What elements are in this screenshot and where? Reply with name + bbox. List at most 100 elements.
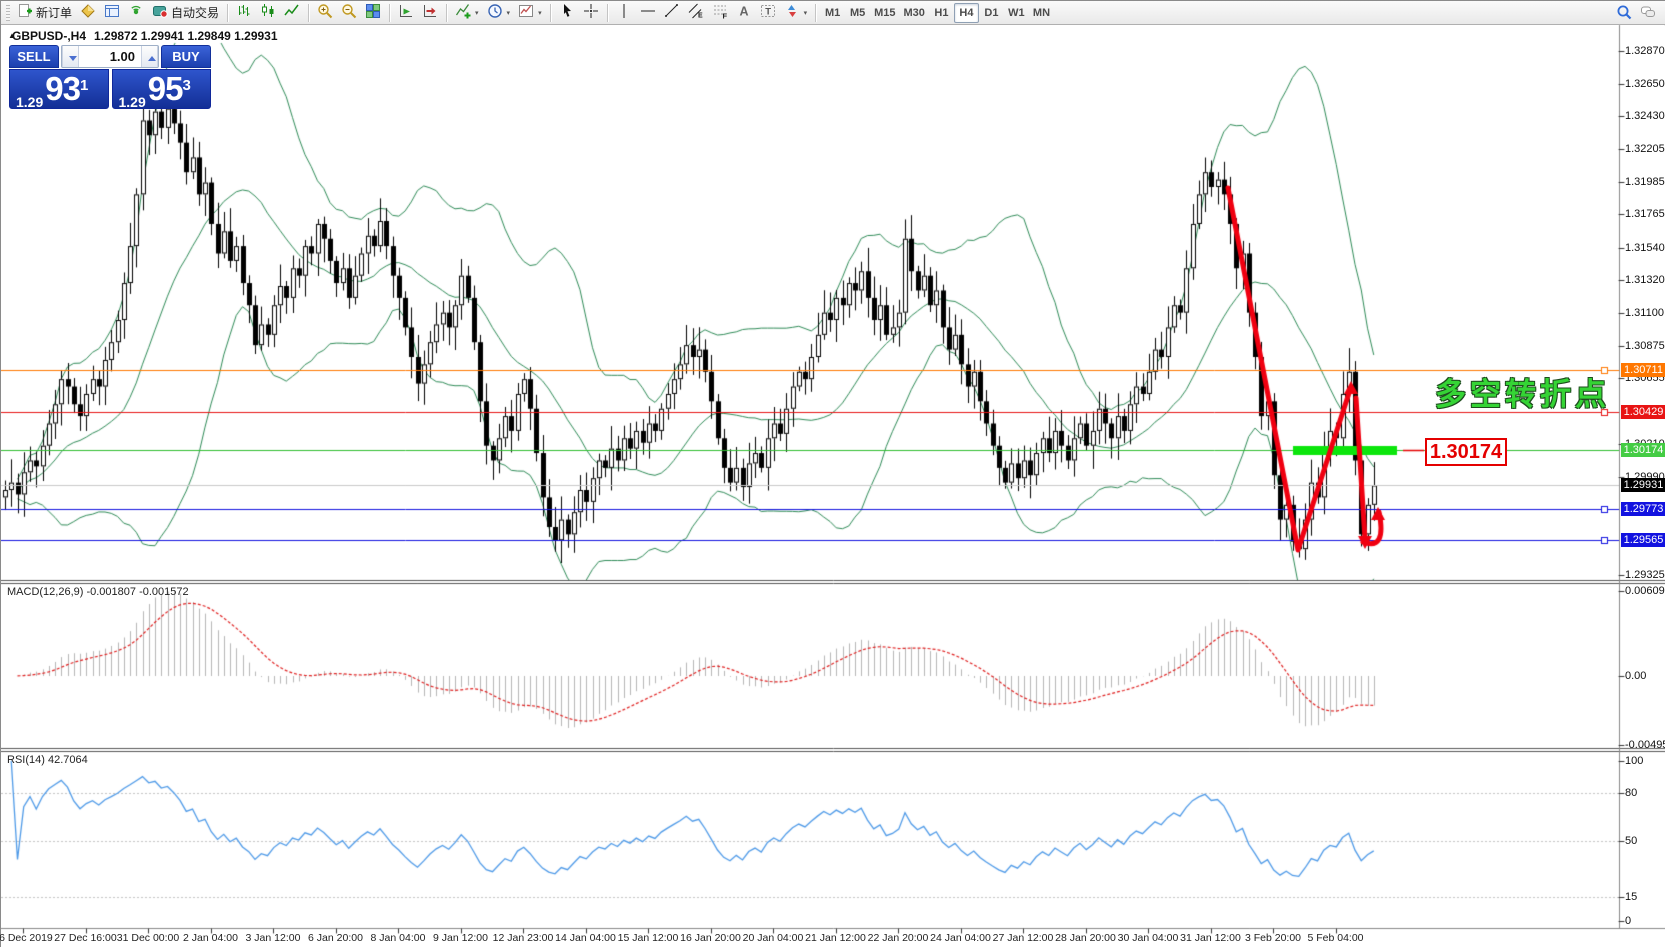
periods-icon — [487, 3, 503, 22]
trendline-icon — [664, 3, 680, 22]
chevron-down-icon[interactable]: ▾ — [538, 9, 542, 17]
price-axis-tick: 1.30875 — [1625, 339, 1665, 352]
toolbar-market-watch-button[interactable] — [76, 2, 100, 24]
toolbar-trendline-button[interactable] — [660, 2, 684, 24]
toolbar-right-icons — [1612, 1, 1660, 25]
toolbar-separator — [606, 3, 608, 22]
toolbar-line-chart-button[interactable] — [280, 2, 304, 24]
price-axis-tick: 1.32650 — [1625, 77, 1665, 90]
volume-control — [61, 45, 159, 68]
magnify-icon — [1616, 4, 1632, 23]
buy-price-big: 95 — [147, 70, 184, 107]
signal-icon — [128, 3, 144, 22]
time-axis-label: 12 Jan 23:00 — [492, 932, 554, 944]
timeframe-button-m1[interactable]: M1 — [820, 3, 845, 23]
toolbar-indicators-button[interactable]: ▾ — [451, 2, 483, 24]
sell-price-button[interactable]: 1.29931 — [9, 69, 109, 110]
toolbar-vertical-line-button[interactable] — [612, 2, 636, 24]
autotrading-icon — [152, 3, 168, 22]
horizontal-line-icon — [640, 3, 656, 22]
timeframe-button-d1[interactable]: D1 — [979, 3, 1004, 23]
time-axis-label: 5 Feb 04:00 — [1307, 932, 1364, 944]
time-axis-label: 6 Jan 20:00 — [308, 932, 363, 944]
time-axis-label: 15 Jan 12:00 — [617, 932, 679, 944]
buy-price-small: 1.29 — [118, 94, 146, 110]
toolbar-horizontal-line-button[interactable] — [636, 2, 660, 24]
toolbar-bar-chart-button[interactable] — [232, 2, 256, 24]
time-axis-label: 14 Jan 04:00 — [555, 932, 616, 944]
timeframe-button-w1[interactable]: W1 — [1004, 3, 1029, 23]
toolbar-tile-windows-button[interactable] — [361, 2, 385, 24]
volume-input[interactable] — [79, 46, 141, 67]
toolbar-chart-shift-button[interactable] — [418, 2, 442, 24]
price-level-badge: 1.30429 — [1621, 404, 1665, 419]
toolbar-text-button[interactable]: A — [732, 2, 756, 24]
price-axis-tick: 1.31985 — [1625, 175, 1665, 188]
toolbar-fibonacci-button[interactable]: F — [708, 2, 732, 24]
time-axis-label: 2 Jan 04:00 — [183, 932, 238, 944]
toolbar-zoom-out-button[interactable] — [337, 2, 361, 24]
volume-decrease-button[interactable] — [62, 46, 79, 67]
toolbar-zoom-in-button[interactable] — [313, 2, 337, 24]
toolbar-candle-chart-button[interactable] — [256, 2, 280, 24]
time-axis-label: 8 Jan 04:00 — [370, 932, 426, 944]
toolbar-chat-button[interactable] — [1636, 2, 1660, 24]
sell-price-sup: 1 — [79, 77, 89, 94]
timeframe-button-h4[interactable]: H4 — [953, 2, 979, 23]
chevron-down-icon[interactable]: ▾ — [506, 9, 511, 17]
toolbar-periods-button[interactable]: ▾ — [483, 2, 515, 24]
price-axis-tick: 1.32870 — [1625, 45, 1665, 57]
chevron-down-icon[interactable]: ▾ — [803, 9, 808, 17]
chevron-down-icon[interactable]: ▾ — [475, 9, 479, 17]
toolbar-templates-button[interactable]: ▾ — [514, 2, 546, 24]
toolbar-text-label-button[interactable]: T — [756, 2, 780, 24]
toolbar-autotrading-button[interactable]: 自动交易 — [148, 2, 223, 24]
rsi-indicator-label: RSI(14) 42.7064 — [7, 754, 88, 766]
volume-increase-button[interactable] — [141, 46, 158, 67]
timeframe-button-mn[interactable]: MN — [1029, 3, 1054, 23]
toolbar-separator — [815, 3, 817, 22]
zoom-out-icon — [341, 3, 357, 22]
time-axis-label: 3 Jan 12:00 — [245, 932, 301, 944]
svg-text:F: F — [722, 12, 727, 20]
time-axis-label: 31 Jan 12:00 — [1180, 932, 1241, 944]
svg-text:T: T — [765, 7, 771, 18]
toolbar-crosshair-button[interactable] — [579, 2, 603, 24]
chevron-down-icon — [69, 56, 77, 61]
toolbar-signal-button[interactable] — [124, 2, 148, 24]
price-annotation-label: 1.30174 — [1425, 438, 1507, 466]
rsi-axis-tick: 0 — [1625, 915, 1632, 927]
toolbar-grip[interactable] — [6, 4, 10, 21]
timeframe-button-m15[interactable]: M15 — [870, 3, 899, 23]
timeframe-button-m30[interactable]: M30 — [900, 3, 929, 23]
toolbar-data-window-button[interactable] — [100, 2, 124, 24]
toolbar-separator — [227, 3, 229, 22]
time-axis-label: 9 Jan 12:00 — [433, 932, 488, 944]
crosshair-icon — [583, 3, 599, 22]
rsi-axis-tick: 50 — [1625, 835, 1638, 847]
chat-icon — [1640, 4, 1656, 23]
buy-button[interactable]: BUY — [161, 45, 211, 68]
buy-price-button[interactable]: 1.29953 — [111, 69, 211, 110]
toolbar-magnify-button[interactable] — [1612, 2, 1636, 24]
chart-title: ▲GBPUSD-,H4 1.29872 1.29941 1.29849 1.299… — [8, 29, 278, 43]
price-level-badge: 1.29773 — [1621, 501, 1665, 516]
fibonacci-icon: F — [712, 3, 728, 22]
toolbar-equidistant-channel-button[interactable]: E — [684, 2, 708, 24]
zoom-in-icon — [317, 3, 333, 22]
timeframe-button-m5[interactable]: M5 — [845, 3, 870, 23]
toolbar-new-order-button[interactable]: 新订单 — [13, 2, 76, 24]
toolbar-arrows-button[interactable]: ▾ — [780, 2, 812, 24]
toolbar-separator — [308, 3, 310, 22]
vertical-line-icon — [616, 3, 632, 22]
toolbar-auto-scroll-button[interactable] — [394, 2, 418, 24]
toolbar-separator — [446, 3, 448, 22]
price-axis-tick: 1.29325 — [1625, 569, 1665, 582]
price-axis-tick: 1.31765 — [1625, 208, 1665, 221]
data-window-icon — [104, 3, 120, 22]
toolbar-cursor-button[interactable] — [555, 2, 579, 24]
timeframe-button-h1[interactable]: H1 — [929, 3, 954, 23]
sell-button[interactable]: SELL — [9, 45, 59, 68]
